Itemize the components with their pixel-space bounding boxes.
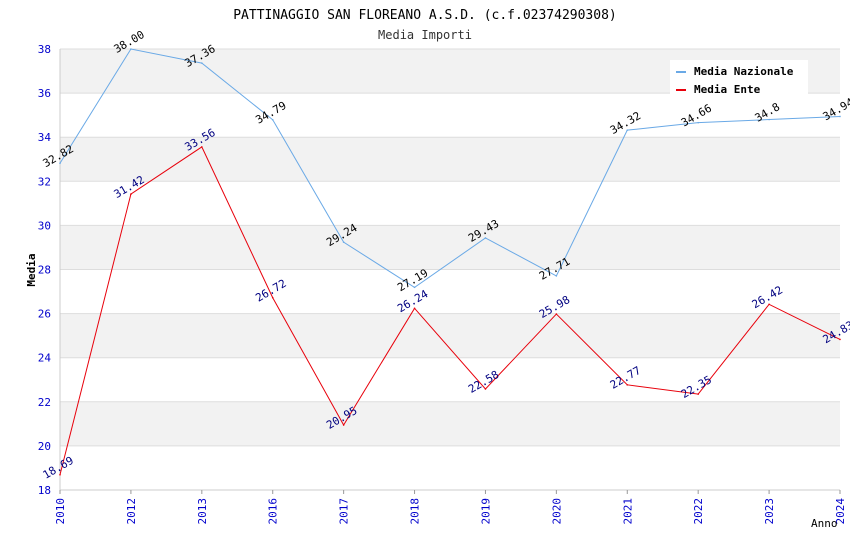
data-point-media-nazionale [59,162,61,165]
x-tick-label: 2023 [763,498,776,525]
x-tick-label: 2016 [267,498,280,525]
chart-title: PATTINAGGIO SAN FLOREANO A.S.D. (c.f.023… [233,8,617,23]
legend: Media Nazionale Media Ente [670,60,808,96]
x-tick-label: 2024 [834,498,847,525]
data-point-media-nazionale [271,118,274,121]
legend-label-media-nazionale: Media Nazionale [694,65,794,78]
x-axis-label: Anno [811,517,838,530]
x-tick-label: 2010 [54,498,67,525]
y-tick-label: 22 [38,396,51,409]
data-point-media-nazionale [768,118,770,121]
grid-band [60,137,840,182]
data-point-media-nazionale [130,48,132,50]
data-point-media-ente [59,473,61,476]
y-axis-label: Media [25,253,38,286]
chart-subtitle: Media Importi [378,28,472,42]
data-point-media-ente [413,307,416,310]
y-tick-label: 20 [38,440,51,453]
y-tick-label: 32 [38,175,51,188]
data-point-media-ente [484,388,487,390]
x-tick-label: 2022 [692,498,705,525]
data-point-media-ente [555,313,558,315]
data-point-media-ente [130,193,132,195]
y-tick-label: 34 [38,131,52,144]
x-tick-label: 2020 [550,498,563,525]
data-point-media-ente [839,338,841,341]
data-point-media-ente [626,384,629,386]
legend-box [670,60,808,96]
y-tick-label: 38 [38,43,51,56]
data-point-media-nazionale [342,241,345,243]
data-point-media-ente [342,424,345,426]
data-point-media-nazionale [839,115,841,118]
data-point-media-ente [768,303,770,306]
series-line-media-ente [59,146,841,475]
grid-band [60,313,840,358]
series-line-media-nazionale [59,48,841,288]
legend-label-media-ente: Media Ente [694,83,761,96]
data-point-media-nazionale [555,275,558,277]
x-tick-label: 2019 [479,498,492,525]
y-tick-label: 18 [38,484,51,497]
data-point-media-ente [271,296,274,299]
y-tick-label: 30 [38,219,51,232]
data-point-media-nazionale [201,62,203,64]
data-point-media-nazionale [626,129,629,131]
data-point-media-nazionale [484,237,487,239]
data-point-media-ente [697,393,699,395]
x-tick-label: 2017 [338,498,351,525]
y-tick-label: 24 [38,352,52,365]
data-point-media-ente [201,146,203,148]
y-tick-label: 28 [38,264,51,277]
data-point-media-nazionale [697,121,699,124]
x-tick-label: 2018 [409,498,422,525]
y-tick-label: 26 [38,308,51,321]
y-tick-label: 36 [38,87,51,100]
x-tick-label: 2013 [196,498,209,525]
x-tick-label: 2021 [621,498,634,525]
grid-band [60,401,840,446]
x-tick-label: 2012 [125,498,138,525]
data-point-media-nazionale [413,286,416,289]
